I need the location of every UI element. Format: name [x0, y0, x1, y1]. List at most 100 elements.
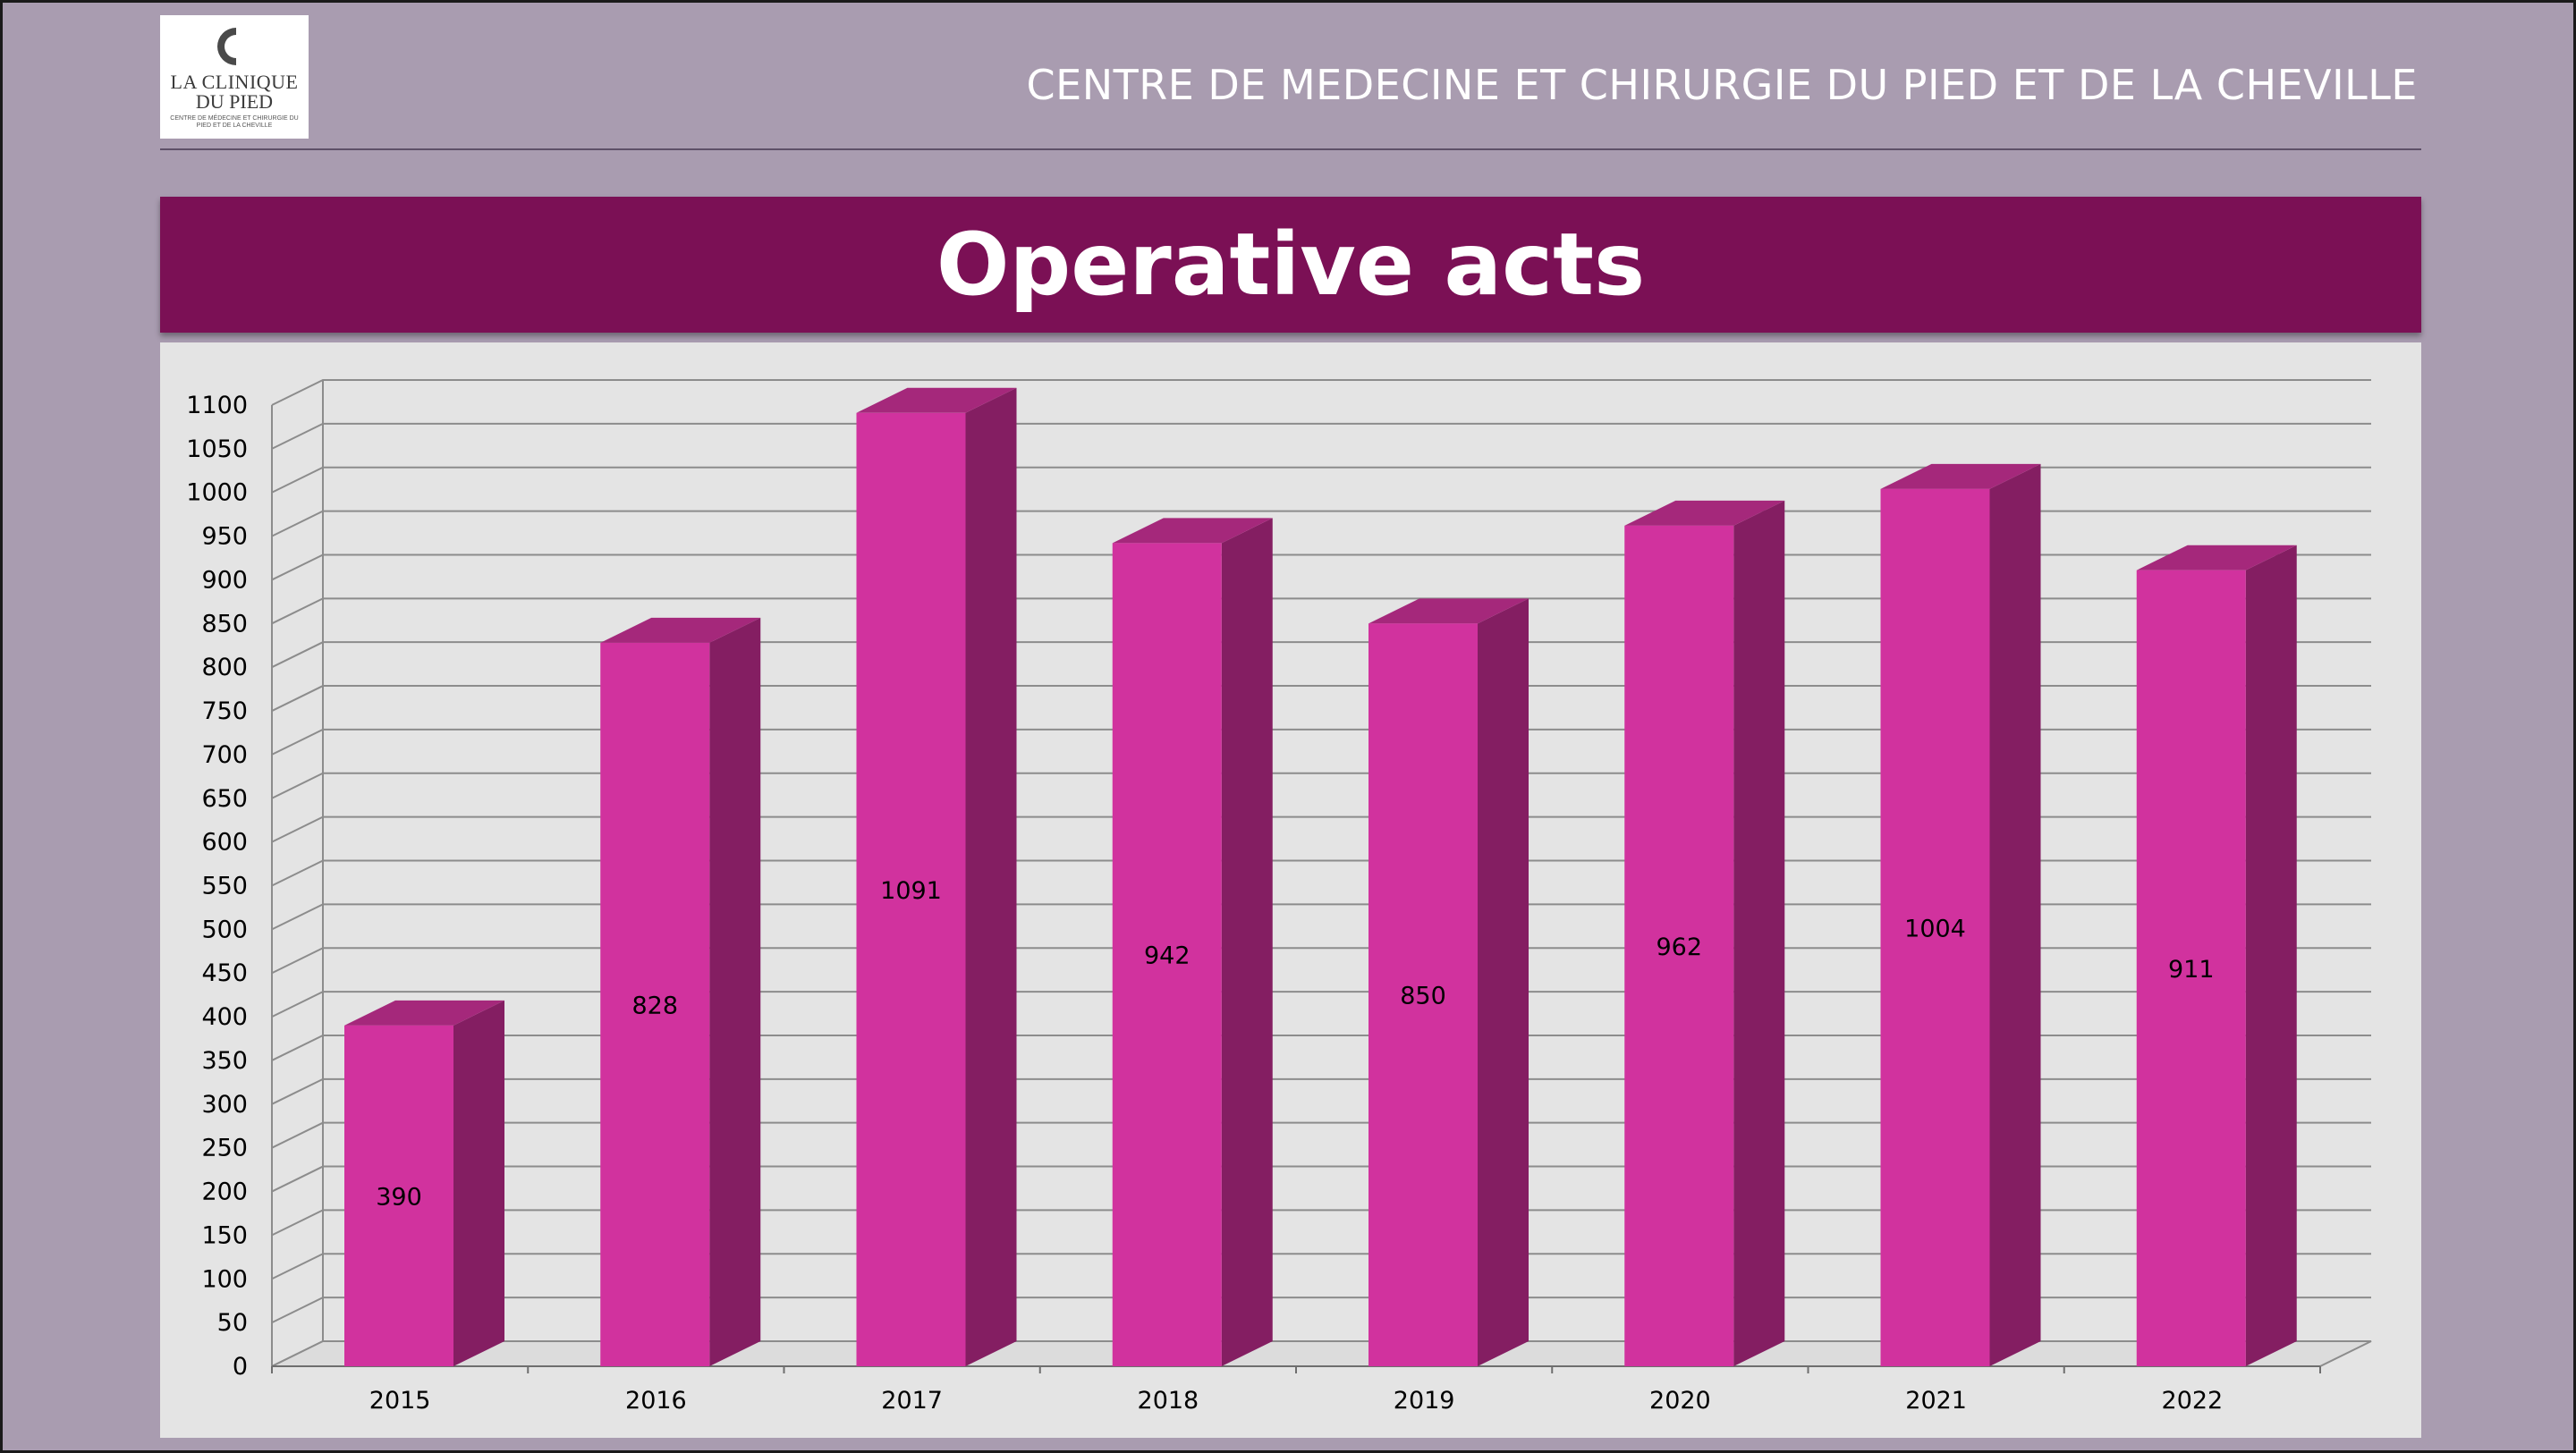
bar-side	[709, 617, 761, 1366]
bar-top	[344, 1000, 504, 1026]
gridline	[271, 1034, 2371, 1061]
y-tick-label: 650	[201, 785, 248, 813]
chart-floor	[271, 1340, 2372, 1367]
x-tick-label: 2016	[625, 1387, 687, 1415]
bar-front	[1112, 543, 1222, 1366]
bar-2015	[344, 1000, 504, 1366]
y-tick-label: 550	[201, 873, 248, 900]
data-label: 828	[631, 992, 678, 1019]
gridline	[271, 422, 2371, 450]
gridline	[271, 553, 2371, 581]
y-tick-label: 800	[201, 654, 248, 681]
data-label: 850	[1400, 983, 1446, 1010]
bar-side	[2245, 545, 2297, 1366]
data-label: 1004	[1904, 915, 1966, 942]
gridline	[271, 466, 2371, 494]
bar-2022	[2136, 545, 2297, 1366]
x-tick-label: 2019	[1394, 1387, 1455, 1415]
header-title: CENTRE DE MEDECINE ET CHIRURGIE DU PIED …	[1026, 61, 2418, 109]
gridline	[271, 685, 2371, 712]
y-tick-label: 700	[201, 741, 248, 769]
bar-front	[1624, 525, 1734, 1366]
x-tick-label: 2020	[1649, 1387, 1711, 1415]
gridline	[271, 1209, 2371, 1237]
y-tick-label: 500	[201, 916, 248, 943]
bar-top	[1368, 598, 1529, 624]
y-tick-label: 600	[201, 829, 248, 857]
bar-front	[1368, 623, 1478, 1366]
y-tick-label: 450	[201, 959, 248, 987]
bars	[344, 387, 2297, 1367]
data-label: 962	[1656, 933, 1702, 961]
y-tick-label: 950	[201, 523, 248, 551]
y-tick-label: 1100	[186, 392, 248, 419]
gridline	[271, 1121, 2371, 1149]
title-banner: Operative acts	[160, 197, 2421, 333]
gridline	[271, 1297, 2371, 1324]
logo-text-line1: LA CLINIQUE	[170, 71, 299, 93]
y-tick-label: 250	[201, 1135, 248, 1162]
bar-side	[1733, 500, 1785, 1366]
y-tick-label: 100	[201, 1265, 248, 1293]
gridline	[271, 903, 2371, 931]
bar-chart: 0 50 100 150 200 250 300 350 400 450 500 550 600 650 7…	[186, 379, 2372, 1415]
gridline	[271, 991, 2371, 1018]
bar-side	[1989, 463, 2041, 1366]
slide-title: Operative acts	[936, 215, 1646, 315]
x-tick-label: 2018	[1138, 1387, 1199, 1415]
bar-2018	[1112, 518, 1273, 1366]
y-tick-label: 750	[201, 697, 248, 725]
x-tick-label: 2015	[369, 1387, 431, 1415]
data-labels: 390 828 1091 942 850 962 1004 911	[376, 877, 2214, 1212]
x-tick-label: 2021	[1905, 1387, 1967, 1415]
gridline	[271, 597, 2371, 625]
y-tick-label: 200	[201, 1178, 248, 1206]
bar-2021	[1880, 463, 2041, 1366]
bar-2020	[1624, 500, 1785, 1366]
header-divider	[160, 148, 2421, 150]
gridline	[271, 1165, 2371, 1193]
y-tick-label: 0	[233, 1353, 248, 1381]
y-tick-label: 150	[201, 1221, 248, 1249]
bar-top	[1112, 518, 1273, 544]
y-tick-label: 300	[201, 1091, 248, 1119]
y-tick-label: 1050	[186, 435, 248, 463]
bar-front	[344, 1025, 453, 1366]
bar-front	[856, 412, 966, 1367]
x-tick-label: 2022	[2162, 1387, 2224, 1415]
bar-top	[1624, 500, 1785, 526]
gridline	[271, 641, 2371, 669]
bar-2019	[1368, 598, 1529, 1366]
gridline	[271, 379, 2371, 406]
bar-top	[2136, 545, 2297, 570]
bar-top	[1880, 463, 2041, 489]
axes	[271, 380, 2372, 1373]
gridline	[271, 815, 2371, 843]
clinic-logo-icon	[217, 28, 255, 65]
y-tick-label: 50	[217, 1309, 248, 1337]
bar-front	[1880, 488, 1990, 1366]
gridline	[271, 728, 2371, 756]
bar-side	[1478, 598, 1529, 1366]
gridline	[271, 510, 2371, 537]
data-label: 942	[1144, 942, 1191, 970]
gridline	[271, 859, 2371, 887]
bar-side	[965, 387, 1017, 1367]
data-label: 911	[2168, 956, 2215, 984]
data-label: 1091	[880, 877, 942, 905]
y-tick-label: 400	[201, 1003, 248, 1031]
bar-2016	[600, 617, 761, 1366]
bar-top	[856, 387, 1017, 413]
y-tick-label: 850	[201, 610, 248, 638]
x-tick-labels: 2015 2016 2017 2018 2019 2020 2021 2022	[369, 1387, 2223, 1415]
chart-panel: 0 50 100 150 200 250 300 350 400 450 500 550 600 650 7…	[160, 342, 2421, 1438]
data-label: 390	[376, 1183, 422, 1211]
bar-front	[2136, 570, 2246, 1366]
x-tick-label: 2017	[881, 1387, 943, 1415]
bar-side	[1221, 518, 1273, 1366]
gridline	[271, 1253, 2371, 1280]
logo-text-line2: DU PIED	[195, 90, 274, 113]
clinic-logo: LA CLINIQUE DU PIED CENTRE DE MÉDECINE E…	[160, 15, 309, 139]
gridline	[271, 1077, 2371, 1105]
gridlines	[271, 379, 2371, 1367]
